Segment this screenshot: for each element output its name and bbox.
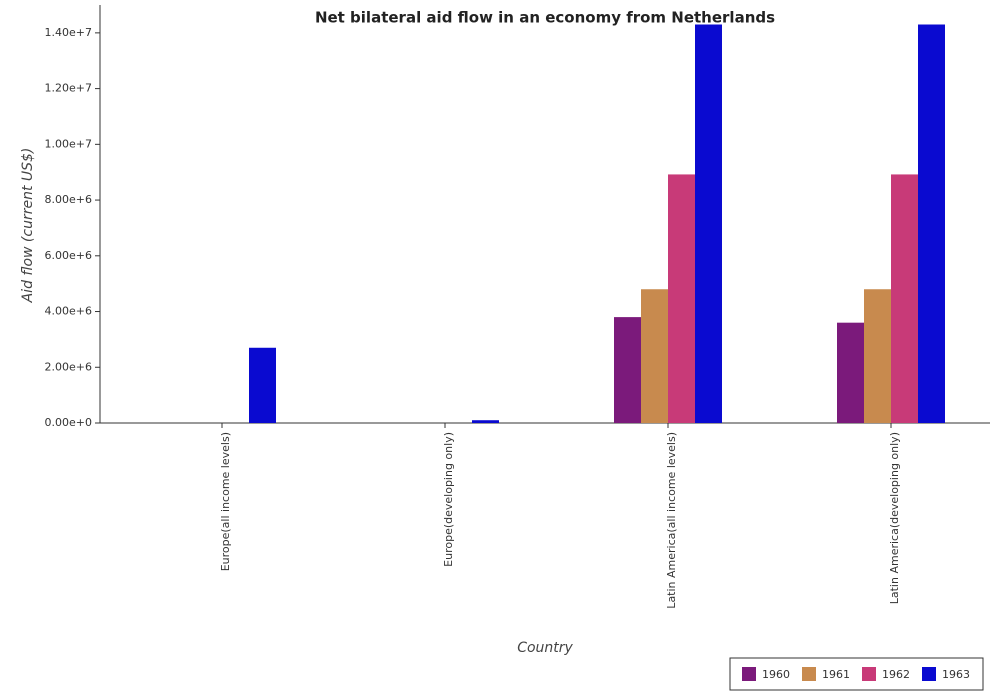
legend-label: 1961 [822, 668, 850, 681]
bar [918, 24, 945, 424]
bar [668, 174, 695, 423]
legend-swatch [802, 667, 816, 681]
x-tick-label: Latin America(developing only) [888, 432, 901, 604]
bar [614, 317, 641, 423]
chart-title: Net bilateral aid flow in an economy fro… [315, 9, 775, 27]
bar [837, 322, 864, 423]
x-tick-label: Europe(all income levels) [219, 432, 232, 571]
legend-swatch [742, 667, 756, 681]
legend-swatch [862, 667, 876, 681]
y-tick-label: 1.20e+7 [45, 82, 92, 95]
bar [249, 347, 276, 423]
legend-swatch [922, 667, 936, 681]
y-tick-label: 4.00e+6 [45, 305, 92, 318]
y-tick-label: 8.00e+6 [45, 193, 92, 206]
x-tick-label: Latin America(all income levels) [665, 432, 678, 609]
legend-label: 1962 [882, 668, 910, 681]
x-axis-label: Country [517, 640, 573, 656]
y-axis-label: Aid flow (current US$) [20, 148, 36, 304]
legend-label: 1960 [762, 668, 790, 681]
bar [641, 289, 668, 423]
legend-label: 1963 [942, 668, 970, 681]
bar [864, 289, 891, 423]
y-tick-label: 2.00e+6 [45, 360, 92, 373]
bar [695, 24, 722, 424]
y-tick-label: 6.00e+6 [45, 249, 92, 262]
legend [729, 657, 984, 691]
y-tick-label: 1.00e+7 [45, 137, 92, 150]
bar [891, 174, 918, 423]
bar [472, 420, 499, 423]
x-tick-label: Europe(developing only) [442, 432, 455, 567]
y-tick-label: 1.40e+7 [45, 26, 92, 39]
y-tick-label: 0.00e+0 [45, 416, 92, 429]
